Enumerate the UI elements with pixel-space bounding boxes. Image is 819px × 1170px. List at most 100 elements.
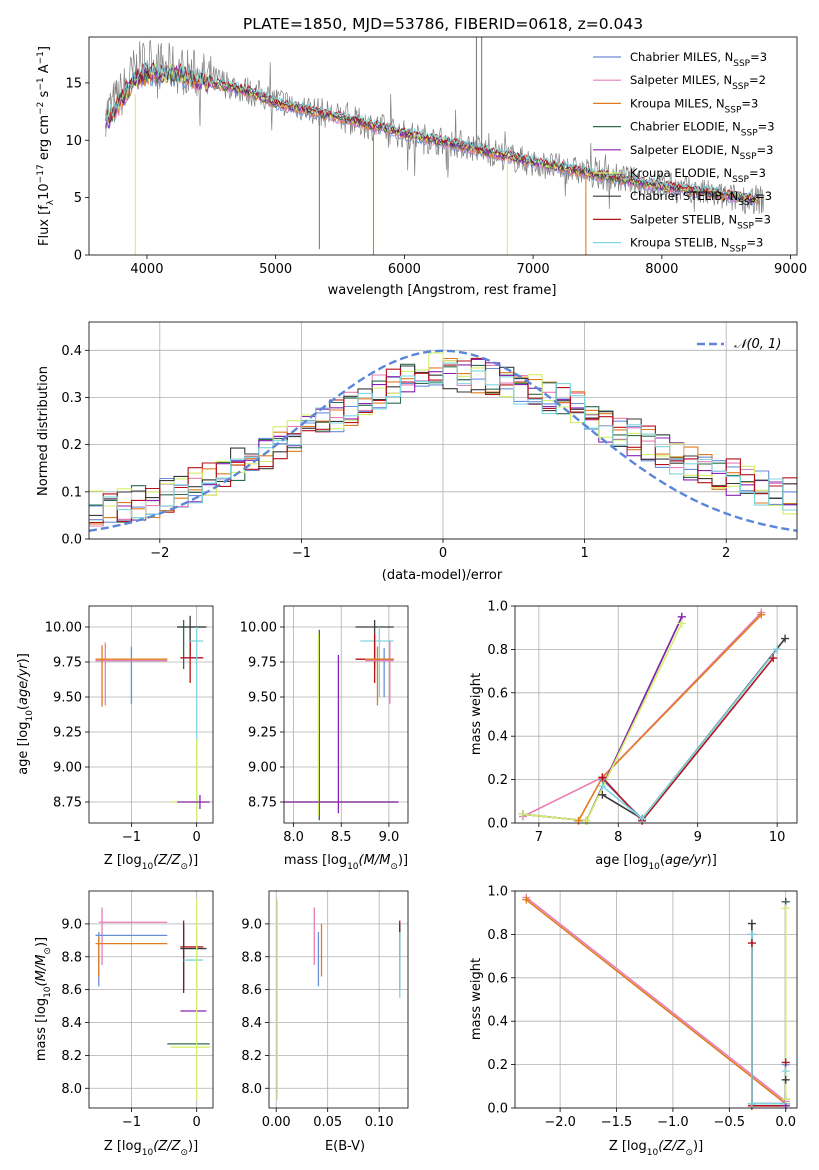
label-part: )] bbox=[188, 853, 198, 868]
weight-marker bbox=[781, 1075, 790, 1084]
y-tick-label: 0 bbox=[74, 249, 82, 264]
axes-frame bbox=[88, 321, 798, 540]
label-part: 10 bbox=[37, 183, 52, 200]
x-tick-label: −1 bbox=[122, 830, 141, 845]
label-part: (Z/Z bbox=[153, 1139, 181, 1154]
weight-marker bbox=[747, 1099, 756, 1108]
x-tick-label: 8.0 bbox=[283, 830, 304, 845]
label-part: SSP bbox=[741, 129, 758, 139]
weight-marker bbox=[781, 634, 790, 643]
weight-marker bbox=[781, 1058, 790, 1067]
x-tick-label: 4000 bbox=[130, 262, 163, 277]
y-axis-label: Flux [fλ10−17 erg cm−2 s−1 A−1] bbox=[36, 46, 56, 246]
y-tick-label: 0.8 bbox=[487, 643, 508, 658]
label-part: erg cm bbox=[37, 115, 52, 164]
weight-marker bbox=[747, 939, 756, 948]
grid bbox=[284, 606, 408, 823]
x-tick-label: 9 bbox=[694, 830, 702, 845]
label-part: =3 bbox=[741, 96, 758, 110]
axes-frame bbox=[88, 36, 798, 256]
model-spectrum-kroupa-stelib bbox=[105, 60, 759, 199]
label-part: Flux [f bbox=[37, 205, 52, 246]
label-part: SSP bbox=[733, 59, 750, 69]
weight-marker bbox=[677, 619, 686, 628]
label-part: Kroupa ELODIE, N bbox=[630, 166, 732, 180]
weight-line-salpeter-miles bbox=[525, 896, 787, 1103]
y-tick-label: 8.6 bbox=[61, 983, 82, 998]
x-tick-label: 8.5 bbox=[331, 830, 352, 845]
y-tick-label: 8.2 bbox=[241, 1049, 262, 1064]
legend-label: Salpeter STELIB, NSSP=3 bbox=[630, 212, 771, 231]
weight-marker bbox=[598, 782, 607, 791]
label-part: )] bbox=[707, 853, 717, 868]
y-tick-label: 9.25 bbox=[53, 726, 82, 741]
y-axis-label: mass weight bbox=[469, 958, 484, 1040]
label-part: ( bbox=[660, 853, 665, 868]
x-tick-label: 9000 bbox=[774, 262, 807, 277]
y-tick-label: 9.00 bbox=[248, 761, 277, 776]
legend-label: Chabrier MILES, NSSP=3 bbox=[630, 50, 767, 69]
y-tick-label: 10.00 bbox=[240, 621, 277, 636]
y-tick-label: 8.0 bbox=[241, 1082, 262, 1097]
axes-frame bbox=[514, 890, 798, 1109]
x-tick-label: 2 bbox=[722, 546, 730, 561]
grid bbox=[269, 891, 408, 1108]
label-part: SSP bbox=[738, 198, 755, 208]
y-tick-label: 0.4 bbox=[487, 730, 508, 745]
x-axis-label: wavelength [Angstrom, rest frame] bbox=[328, 283, 557, 298]
y-axis-label: mass [log10(M/M⊙)] bbox=[34, 937, 53, 1061]
y-tick-label: 0.2 bbox=[487, 773, 508, 788]
x-tick-label: −1.5 bbox=[601, 1115, 633, 1130]
residual-histogram-kroupa-stelib bbox=[89, 362, 797, 521]
weight-marker bbox=[582, 816, 591, 825]
axes-frame bbox=[88, 605, 214, 824]
x-tick-label: 0 bbox=[193, 1115, 201, 1130]
axes-frame bbox=[88, 890, 214, 1109]
label-part: mass [log bbox=[284, 853, 347, 868]
y-tick-label: 15 bbox=[65, 76, 82, 91]
label-part: Kroupa STELIB, N bbox=[630, 236, 730, 250]
label-part: age/yr bbox=[16, 662, 31, 705]
label-part: =2 bbox=[749, 73, 766, 87]
grid bbox=[89, 606, 213, 823]
y-tick-label: 8.0 bbox=[61, 1082, 82, 1097]
label-part: SSP bbox=[737, 221, 754, 231]
weight-line-salpeter-stelib bbox=[601, 657, 774, 823]
label-part: SSP bbox=[732, 82, 749, 92]
x-tick-label: 7 bbox=[535, 830, 543, 845]
y-tick-label: 0.0 bbox=[487, 817, 508, 832]
label-part: age [log bbox=[16, 722, 31, 775]
weight-line-kroupa-miles bbox=[525, 899, 787, 1105]
weight-marker bbox=[518, 810, 527, 819]
plot-area bbox=[525, 896, 787, 1107]
legend-label: Salpeter MILES, NSSP=2 bbox=[630, 73, 766, 92]
label-part: =3 bbox=[746, 236, 763, 250]
label-part: ] bbox=[37, 46, 52, 51]
x-tick-label: −0.5 bbox=[714, 1115, 746, 1130]
label-part: )] bbox=[16, 653, 31, 663]
y-tick-label: 8.6 bbox=[241, 983, 262, 998]
y-tick-label: 9.50 bbox=[53, 691, 82, 706]
y-tick-label: 8.8 bbox=[61, 950, 82, 965]
y-tick-label: 0.4 bbox=[487, 1015, 508, 1030]
label-part: ⊙ bbox=[180, 862, 188, 872]
label-part: 10 bbox=[647, 1148, 659, 1158]
label-part: 10 bbox=[648, 862, 660, 872]
label-part: )] bbox=[693, 1139, 703, 1154]
label-part: mass [log bbox=[34, 998, 49, 1061]
y-tick-label: 9.75 bbox=[53, 656, 82, 671]
label-part: Z [log bbox=[104, 853, 142, 868]
weight-marker bbox=[598, 773, 607, 782]
label-part: =3 bbox=[749, 166, 766, 180]
x-tick-label: 0.0 bbox=[775, 1115, 796, 1130]
plot-area bbox=[276, 899, 401, 1100]
label-part: Z [log bbox=[609, 1139, 647, 1154]
y-tick-label: 8.75 bbox=[53, 796, 82, 811]
legend-label: Kroupa STELIB, NSSP=3 bbox=[630, 236, 763, 255]
y-axis-label: age [log10(age/yr)] bbox=[16, 653, 35, 775]
label-part: (M/M bbox=[34, 955, 49, 987]
label-part: ⊙ bbox=[180, 1148, 188, 1158]
